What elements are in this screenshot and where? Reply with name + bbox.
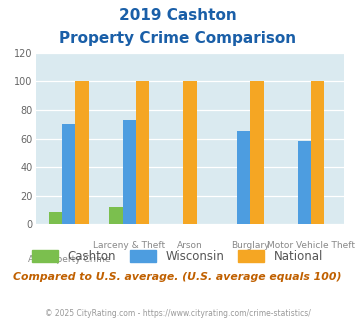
Bar: [109, 207, 123, 224]
Text: Burglary: Burglary: [231, 241, 270, 250]
Bar: [49, 212, 62, 224]
Text: Motor Vehicle Theft: Motor Vehicle Theft: [267, 241, 355, 250]
Text: Compared to U.S. average. (U.S. average equals 100): Compared to U.S. average. (U.S. average …: [13, 272, 342, 282]
Text: All Property Crime: All Property Crime: [28, 255, 110, 264]
Bar: [183, 82, 197, 224]
Bar: [123, 120, 136, 224]
Bar: [251, 82, 264, 224]
Bar: [237, 131, 251, 224]
Bar: [298, 142, 311, 224]
Bar: [62, 124, 76, 224]
Bar: [311, 82, 324, 224]
Text: 2019 Cashton: 2019 Cashton: [119, 8, 236, 23]
Text: © 2025 CityRating.com - https://www.cityrating.com/crime-statistics/: © 2025 CityRating.com - https://www.city…: [45, 309, 310, 317]
Bar: [76, 82, 89, 224]
Bar: [136, 82, 149, 224]
Text: Arson: Arson: [177, 241, 203, 250]
Text: Larceny & Theft: Larceny & Theft: [93, 241, 165, 250]
Text: Property Crime Comparison: Property Crime Comparison: [59, 31, 296, 46]
Legend: Cashton, Wisconsin, National: Cashton, Wisconsin, National: [27, 245, 328, 268]
